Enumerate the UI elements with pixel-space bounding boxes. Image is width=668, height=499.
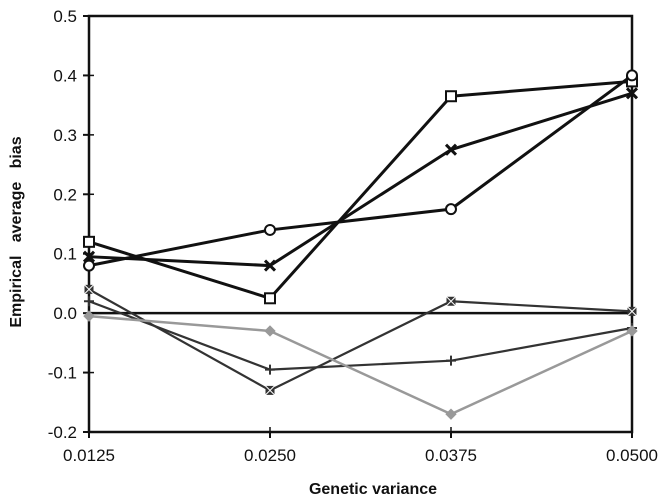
data-point-diamond (83, 310, 95, 322)
x-marker (444, 143, 458, 156)
series-circle (83, 69, 638, 272)
data-point-plus (446, 355, 456, 366)
data-point-square (83, 235, 95, 248)
series-asterisk (83, 284, 638, 396)
circle-marker (264, 223, 276, 236)
data-point-asterisk (264, 385, 276, 396)
x-tick-label: 0.0500 (606, 446, 658, 465)
y-tick-label: -0.1 (48, 364, 77, 383)
plus-marker (446, 355, 456, 366)
data-point-x (444, 143, 458, 156)
circle-marker (83, 259, 95, 272)
y-tick-label: 0.2 (53, 185, 77, 204)
asterisk-cross (626, 306, 638, 317)
y-tick-label: 0.0 (53, 304, 77, 323)
x-marker (263, 259, 277, 272)
square-marker (264, 292, 276, 305)
data-point-x (263, 259, 277, 272)
series-layer (82, 69, 639, 420)
data-point-square (264, 292, 276, 305)
x-tick-label: 0.0250 (244, 446, 296, 465)
axes: -0.2 -0.1 0.0 0.1 0.2 0.3 0.4 0.5 0.0125 0.0250 0.… (48, 7, 658, 465)
diamond-marker (83, 310, 95, 322)
asterisk-cross (264, 385, 276, 396)
diamond-marker (626, 325, 638, 337)
data-point-diamond (626, 325, 638, 337)
data-point-square (445, 90, 457, 103)
series-line-diamond (88, 314, 633, 416)
data-point-diamond (264, 325, 276, 337)
diamond-marker (264, 325, 276, 337)
series-line-x (88, 91, 633, 268)
y-tick-label: 0.5 (53, 7, 77, 26)
data-point-circle (626, 69, 638, 82)
y-axis-title: Empirical average bias (8, 136, 25, 327)
series-line-circle (88, 74, 633, 268)
square-marker (83, 235, 95, 248)
y-tick-label: 0.4 (53, 66, 77, 85)
data-point-asterisk (626, 306, 638, 317)
x-marker (82, 250, 96, 263)
data-point-plus (265, 364, 275, 375)
circle-marker (445, 203, 457, 216)
plot-frame (87, 14, 634, 434)
y-tick-label: -0.2 (48, 423, 77, 442)
asterisk-cross (445, 295, 457, 307)
plus-marker (84, 296, 94, 307)
data-point-x (82, 250, 96, 263)
x-tick-label: 0.0375 (425, 446, 477, 465)
series-diamond (83, 310, 638, 420)
data-point-asterisk (445, 295, 457, 307)
y-tick-label: 0.1 (53, 245, 77, 264)
square-marker (445, 90, 457, 103)
data-point-diamond (445, 408, 457, 420)
circle-marker (626, 69, 638, 82)
plus-marker (265, 364, 275, 375)
x-tick-label: 0.0125 (63, 446, 115, 465)
data-point-x (625, 87, 639, 100)
y-tick-label: 0.3 (53, 126, 77, 145)
data-point-plus (84, 296, 94, 307)
data-point-circle (445, 203, 457, 216)
asterisk-cross (83, 284, 95, 295)
data-point-circle (83, 259, 95, 272)
x-axis-title: Genetic variance (309, 481, 437, 498)
series-line-asterisk (88, 288, 633, 392)
diamond-marker (445, 408, 457, 420)
series-square (83, 75, 638, 305)
series-x (82, 87, 639, 272)
x-marker (625, 87, 639, 100)
data-point-circle (264, 223, 276, 236)
data-point-asterisk (83, 284, 95, 295)
series-line-plus (88, 300, 633, 371)
series-line-square (88, 79, 633, 300)
